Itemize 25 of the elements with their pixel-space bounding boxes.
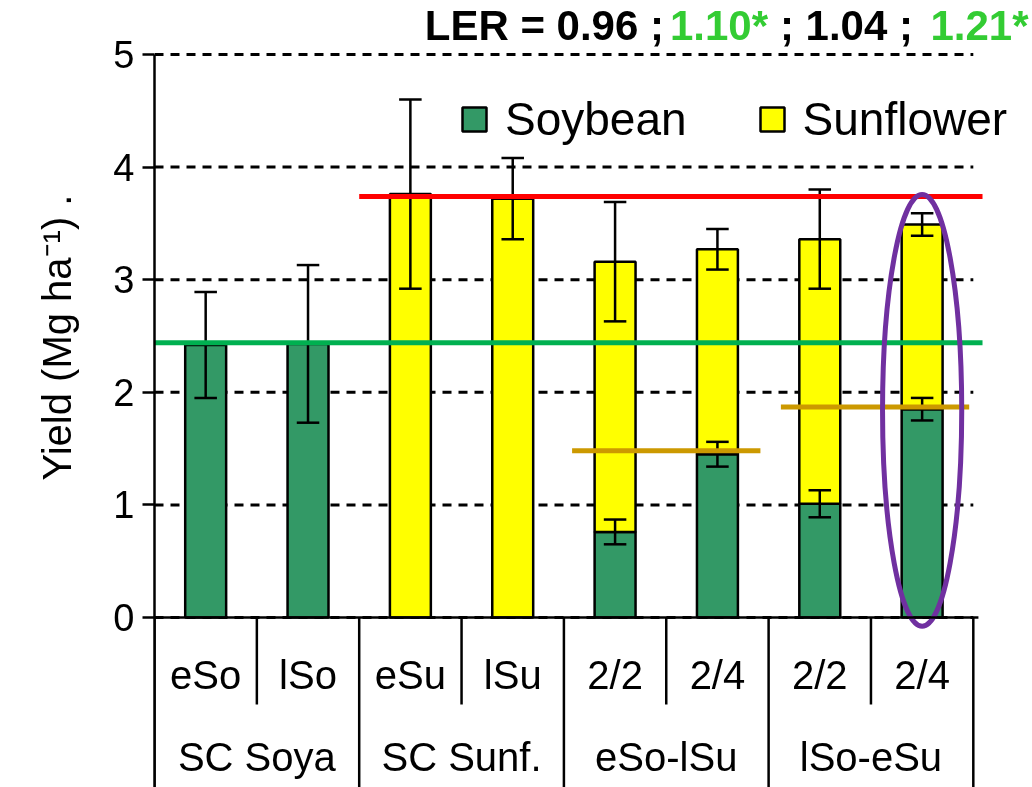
text: 1.21*: [930, 2, 1030, 49]
y-tick-label: 1: [113, 484, 135, 527]
text: LER = 0.96 ;: [424, 2, 664, 49]
text: SC Sunf.: [381, 734, 542, 779]
text: lSo-eSu: [799, 734, 943, 779]
y-axis-title: Yield (Mg ha⁻¹) .: [34, 194, 79, 481]
x-tick-label: lSu: [483, 652, 542, 697]
legend-label: Soybean: [505, 92, 687, 146]
y-tick-label: 3: [113, 259, 135, 302]
y-tick-label: 4: [113, 146, 135, 189]
text: SC Soya: [177, 734, 337, 779]
text: ; 1.04 ;: [779, 2, 913, 49]
x-tick-label: 2/2: [791, 652, 848, 697]
x-tick-label: 2/2: [587, 652, 643, 697]
y-tick-label: 5: [113, 34, 135, 76]
x-tick-label: lSo: [279, 652, 337, 697]
x-tick-label: eSo: [170, 652, 242, 697]
x-tick-label: eSu: [374, 652, 446, 697]
text: 1.10*: [669, 2, 769, 49]
x-tick-label: 2/4: [689, 652, 746, 697]
y-tick-label: 0: [113, 597, 135, 639]
y-tick-label: 2: [113, 371, 135, 414]
text: eSo-lSu: [595, 734, 738, 779]
x-tick-label: 2/4: [894, 652, 950, 697]
legend-label: Sunflower: [802, 92, 1008, 146]
